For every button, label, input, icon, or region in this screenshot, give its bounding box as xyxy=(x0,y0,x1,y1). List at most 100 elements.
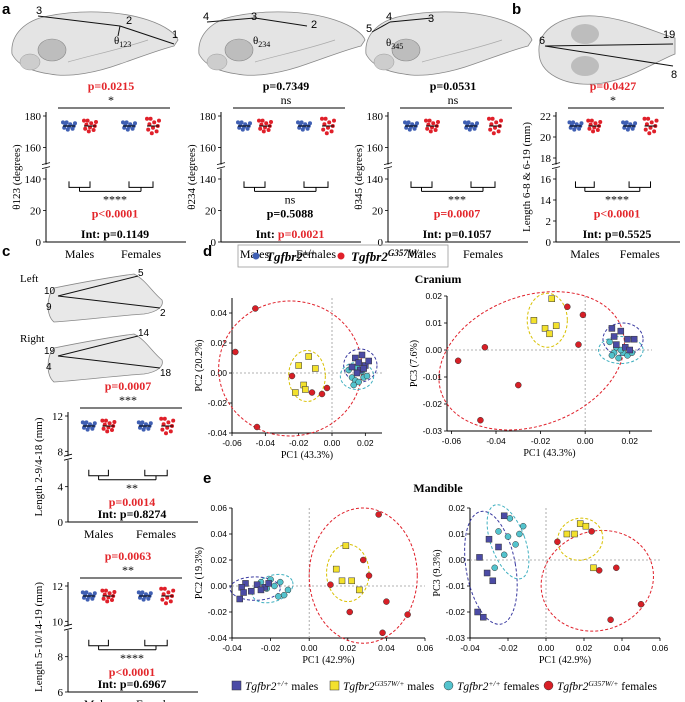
mutant-data-point xyxy=(586,118,591,123)
y-tick-label: 140 xyxy=(200,174,217,186)
pca-point-square xyxy=(476,554,483,561)
pca-point-square xyxy=(480,613,487,621)
mutant-data-point xyxy=(424,118,428,123)
legend-sex: females xyxy=(501,681,540,693)
pca-point-circle xyxy=(308,389,316,396)
x-tick-label: 0.02 xyxy=(340,643,357,653)
axis-break xyxy=(217,164,225,169)
mutant-data-point xyxy=(493,125,497,130)
y-tick-label: -0.03 xyxy=(446,633,466,643)
wt-data-point xyxy=(88,422,92,427)
skull-top-view: 6 19 8 xyxy=(538,15,677,85)
pca-point-square xyxy=(253,581,261,588)
pca-point-circle xyxy=(253,423,261,431)
pca-point-square xyxy=(360,365,367,372)
x-tick-label: 0.04 xyxy=(614,643,631,653)
group-label-females: Females xyxy=(136,697,176,702)
pca-point-square xyxy=(563,530,571,538)
mutant-data-point xyxy=(162,416,167,421)
mutant-data-point xyxy=(593,121,598,126)
wt-data-point xyxy=(124,120,129,125)
y-tick-label: 2 xyxy=(546,216,552,228)
mutant-data-point xyxy=(431,121,436,126)
pca-d2: -0.06 -0.04 -0.02 0.00 0.02 0.02 0.01 0.00 -0.01… xyxy=(409,291,652,459)
x-tick-label: -0.02 xyxy=(261,643,281,653)
wt-data-point xyxy=(144,422,148,427)
landmark-line xyxy=(57,275,139,297)
wt-data-point xyxy=(466,120,471,125)
y-tick-label: 0.02 xyxy=(210,555,227,565)
y-tick-label: 0.02 xyxy=(448,503,465,513)
bracket-bottom xyxy=(574,181,595,188)
legend-allele: +/+ xyxy=(276,679,288,688)
pca-point-circle xyxy=(359,556,367,564)
panel-label-c: c xyxy=(2,243,10,260)
mutant-data-point xyxy=(326,125,330,130)
pca-point-square xyxy=(348,577,355,585)
significance-top: * xyxy=(108,93,114,107)
y-tick-label: 180 xyxy=(200,111,217,123)
interaction-p: Int: p=0.1149 xyxy=(81,227,149,241)
wt-data-point xyxy=(140,590,145,595)
mutant-data-point xyxy=(104,588,108,593)
landmark-label: 2 xyxy=(126,15,132,27)
mutant-data-point xyxy=(168,429,173,434)
pca-point-square xyxy=(552,322,560,329)
axis-break-mark xyxy=(551,162,561,165)
y-tick-label: 8 xyxy=(58,446,64,458)
wt-data-point xyxy=(61,120,65,125)
group-label-males: Males xyxy=(84,697,114,702)
landmark-label: 14 xyxy=(138,328,150,339)
legend-marker-square xyxy=(329,680,340,691)
mutant-data-point xyxy=(160,427,165,432)
genotype-legend: Tgfbr2+/+ Tgfbr2G357W/+ xyxy=(237,244,449,268)
y-tick-label: 22 xyxy=(540,111,551,123)
mutant-data-point xyxy=(112,589,117,594)
mutant-data-point xyxy=(164,431,168,436)
mutant-data-point xyxy=(652,129,657,134)
interaction-p: Int: p=0.6967 xyxy=(98,677,167,691)
pca-point-circle xyxy=(350,381,357,389)
mandible-side-label: Right xyxy=(20,333,44,345)
axis-break-mark xyxy=(63,457,73,461)
mutant-data-point xyxy=(89,121,94,126)
pca-point-circle xyxy=(252,305,259,312)
legend-wt-sup: +/+ xyxy=(303,248,316,258)
wt-data-point xyxy=(628,122,633,127)
x-tick-label: -0.04 xyxy=(222,643,242,653)
mutant-data-point xyxy=(83,126,88,131)
landmark-label: 3 xyxy=(36,5,42,17)
axis-break xyxy=(64,626,72,631)
confidence-ellipse xyxy=(598,336,644,364)
wt-data-point xyxy=(579,121,584,126)
wt-data-point xyxy=(475,121,479,126)
mutant-data-point xyxy=(100,588,105,593)
legend-marker-circle xyxy=(543,680,554,691)
p-value-bottom: p=0.0014 xyxy=(109,495,156,509)
legend-gene: Tgfbr2 xyxy=(245,681,277,693)
pca-point-circle xyxy=(355,378,362,386)
landmark-label: 9 xyxy=(46,302,52,313)
pca-point-square xyxy=(617,327,625,335)
mutant-data-point xyxy=(101,426,106,431)
mutant-data-point xyxy=(82,118,86,123)
pca-point-circle xyxy=(481,344,489,351)
mutant-data-point xyxy=(161,592,166,597)
wt-data-point xyxy=(136,590,141,595)
pca-point-circle xyxy=(613,564,620,572)
x-axis-label: PC1 (42.9%) xyxy=(302,655,354,666)
pca-point-square xyxy=(590,564,597,572)
pca-point-circle xyxy=(516,530,523,538)
legend-marker-square xyxy=(231,680,242,691)
pca-point-square xyxy=(485,535,493,543)
y-tick-label: -0.01 xyxy=(446,581,466,591)
y-tick-label: 160 xyxy=(200,143,217,155)
pca-point-square xyxy=(356,586,363,594)
pca-d1: -0.06 -0.04 -0.02 0.00 0.020.040.020.00-0.02… xyxy=(194,298,382,461)
landmark-label: 18 xyxy=(160,368,172,379)
pca-point-square xyxy=(489,577,497,585)
